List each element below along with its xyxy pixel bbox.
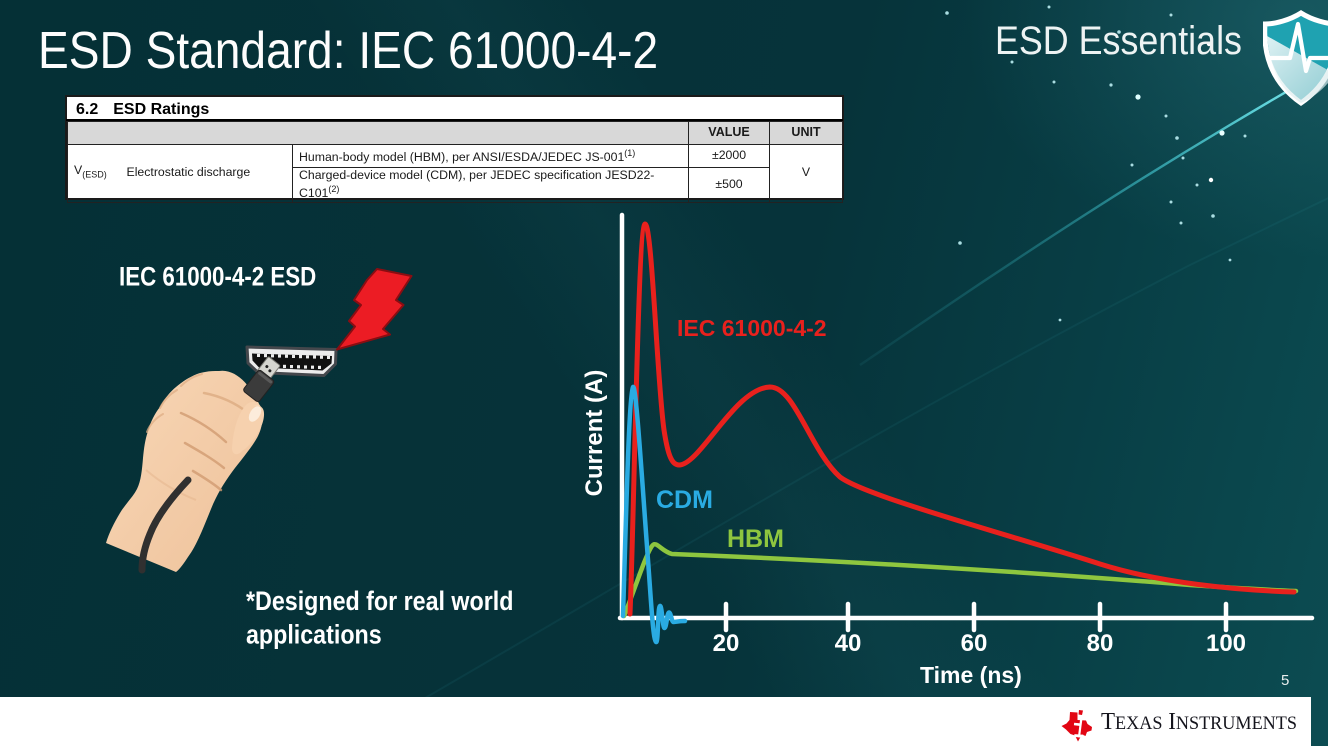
svg-text:TEXAS INSTRUMENTS: TEXAS INSTRUMENTS: [1101, 709, 1297, 735]
